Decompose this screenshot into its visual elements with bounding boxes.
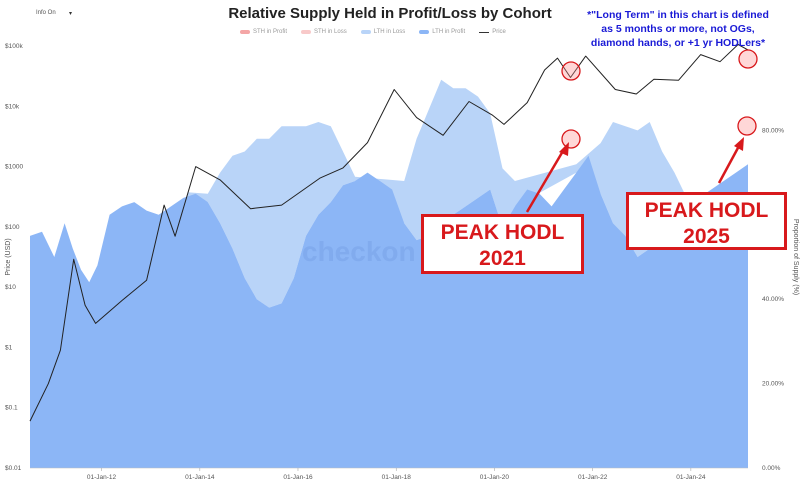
x-tick-label: 01-Jan-18 bbox=[382, 474, 412, 481]
highlight-circle bbox=[737, 116, 757, 136]
x-tick-label: 01-Jan-16 bbox=[283, 474, 313, 481]
y-left-tick-label: $100 bbox=[5, 224, 20, 231]
y-right-tick-label: 40.00% bbox=[762, 296, 784, 303]
area-layer bbox=[30, 79, 748, 468]
y-left-tick-label: $10 bbox=[5, 284, 16, 291]
x-tick-label: 01-Jan-24 bbox=[676, 474, 706, 481]
chart-toolbar[interactable]: Info On ▾ bbox=[24, 8, 144, 22]
x-tick-label: 01-Jan-14 bbox=[185, 474, 215, 481]
y-right-tick-label: 0.00% bbox=[762, 465, 781, 472]
y-right-tick-label: 80.00% bbox=[762, 127, 784, 134]
y-left-tick-label: $0.01 bbox=[5, 465, 22, 472]
peak-2021-line-1: PEAK HODL bbox=[440, 221, 565, 244]
legend-label-sth-loss: STH in Loss bbox=[314, 29, 347, 35]
y-left-tick-label: $1000 bbox=[5, 164, 23, 171]
area-lth-in-loss bbox=[187, 79, 687, 308]
chevron-down-icon[interactable]: ▾ bbox=[69, 11, 73, 17]
peak-hodl-2021-callout: PEAK HODL 2021 bbox=[421, 214, 584, 274]
price-layer bbox=[29, 44, 749, 422]
y-left-tick-label: $0.1 bbox=[5, 405, 18, 412]
legend-swatch-sth-loss bbox=[301, 30, 312, 34]
y-left-tick-label: $100k bbox=[5, 43, 23, 50]
note-line-3: diamond hands, or +1 yr HODLers* bbox=[590, 37, 766, 49]
legend-swatch-sth-profit bbox=[240, 30, 250, 34]
legend-item-lth-profit[interactable]: LTH in Profit bbox=[419, 29, 465, 35]
peak-2025-line-1: PEAK HODL bbox=[644, 199, 769, 222]
highlight-circle bbox=[561, 61, 581, 81]
legend-label-lth-profit: LTH in Profit bbox=[432, 29, 466, 35]
x-tick-label: 01-Jan-22 bbox=[578, 474, 608, 481]
arrow-2025-head bbox=[734, 137, 744, 151]
arrow-2021-head bbox=[559, 142, 569, 156]
info-toggle-label[interactable]: Info On bbox=[36, 10, 56, 16]
legend-label-lth-loss: LTH in Loss bbox=[373, 29, 406, 35]
legend-swatch-lth-profit bbox=[419, 30, 430, 34]
arrow-2021-shaft bbox=[525, 150, 565, 213]
legend-label-price: Price bbox=[492, 29, 506, 35]
note-line-1: *"Long Term" in this chart is defined bbox=[587, 9, 769, 21]
highlight-circle bbox=[561, 129, 581, 149]
legend-label-sth-profit: STH in Profit bbox=[253, 29, 288, 35]
definition-note: *"Long Term" in this chart is defined as… bbox=[563, 8, 793, 50]
highlight-circle bbox=[738, 49, 758, 69]
x-tick-label: 01-Jan-20 bbox=[480, 474, 510, 481]
peak-2021-line-2: 2021 bbox=[479, 247, 526, 270]
legend-item-price[interactable]: Price bbox=[479, 29, 506, 35]
legend-swatch-lth-loss bbox=[360, 30, 371, 34]
arrow-2025-shaft bbox=[717, 145, 741, 184]
legend-item-sth-loss[interactable]: STH in Loss bbox=[301, 29, 347, 35]
y-right-axis-title: Proportion of Supply (%) bbox=[792, 219, 799, 295]
legend-item-lth-loss[interactable]: LTH in Loss bbox=[360, 29, 406, 35]
y-left-tick-label: $1 bbox=[5, 344, 13, 351]
y-right-tick-label: 20.00% bbox=[762, 381, 784, 388]
x-tick-label: 01-Jan-12 bbox=[87, 474, 117, 481]
legend-item-sth-profit[interactable]: STH in Profit bbox=[240, 29, 287, 35]
chart-title: Relative Supply Held in Profit/Loss by C… bbox=[228, 5, 552, 22]
watermark: checkon bbox=[302, 236, 416, 267]
chart-legend: STH in Profit STH in Loss LTH in Loss LT… bbox=[240, 26, 570, 38]
peak-hodl-2025-callout: PEAK HODL 2025 bbox=[626, 192, 787, 250]
note-line-2: as 5 months or more, not OGs, bbox=[601, 23, 755, 35]
highlight-layer bbox=[525, 49, 758, 213]
peak-2025-line-2: 2025 bbox=[683, 225, 730, 248]
legend-swatch-price bbox=[479, 31, 490, 33]
price-line bbox=[29, 44, 749, 422]
y-left-tick-label: $10k bbox=[5, 103, 20, 110]
y-left-axis-title: Price (USD) bbox=[5, 238, 12, 275]
